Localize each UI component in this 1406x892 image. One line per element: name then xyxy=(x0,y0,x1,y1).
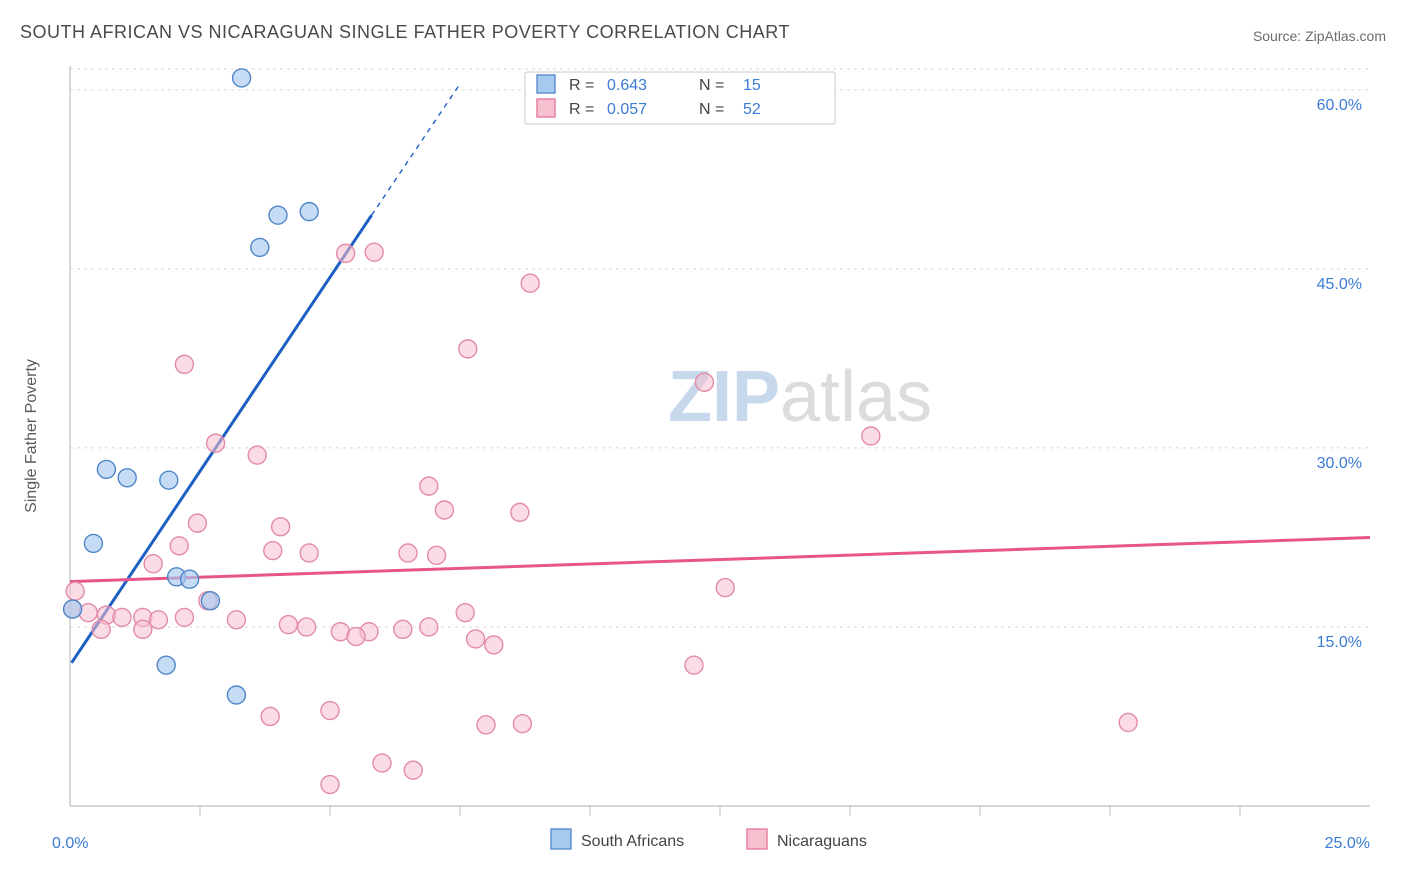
data-point-south-african xyxy=(84,534,102,552)
data-point-nicaraguan xyxy=(716,579,734,597)
data-point-nicaraguan xyxy=(695,373,713,391)
data-point-nicaraguan xyxy=(428,546,446,564)
data-point-nicaraguan xyxy=(485,636,503,654)
x-min-label: 0.0% xyxy=(52,835,88,852)
data-point-nicaraguan xyxy=(685,656,703,674)
legend-swatch xyxy=(537,75,555,93)
legend-r-value: 0.057 xyxy=(607,101,647,118)
chart-title: SOUTH AFRICAN VS NICARAGUAN SINGLE FATHE… xyxy=(20,22,790,43)
data-point-south-african xyxy=(269,206,287,224)
legend-r-label: R = xyxy=(569,77,594,94)
data-point-nicaraguan xyxy=(435,501,453,519)
legend-n-label: N = xyxy=(699,77,724,94)
legend-r-label: R = xyxy=(569,101,594,118)
legend-series-label: Nicaraguans xyxy=(777,833,867,850)
scatter-chart: ZIPatlas R = 0.643 N = 15 R = 0.057 N = 52 Sing… xyxy=(20,60,1386,872)
data-point-south-african xyxy=(157,656,175,674)
legend-n-value: 52 xyxy=(743,101,761,118)
data-point-south-african xyxy=(160,471,178,489)
data-point-nicaraguan xyxy=(347,628,365,646)
data-point-nicaraguan xyxy=(170,537,188,555)
series-legend: South Africans Nicaraguans xyxy=(551,829,867,850)
legend-r-value: 0.643 xyxy=(607,77,647,94)
data-point-nicaraguan xyxy=(272,518,290,536)
data-point-nicaraguan xyxy=(227,611,245,629)
legend-n-label: N = xyxy=(699,101,724,118)
y-axis-label: Single Father Poverty xyxy=(23,359,40,513)
data-point-nicaraguan xyxy=(459,340,477,358)
data-point-nicaraguan xyxy=(420,618,438,636)
watermark: ZIPatlas xyxy=(668,357,932,437)
data-point-nicaraguan xyxy=(394,620,412,638)
legend-swatch xyxy=(551,829,571,849)
data-point-south-african xyxy=(64,600,82,618)
x-max-label: 25.0% xyxy=(1325,835,1370,852)
data-point-south-african xyxy=(201,592,219,610)
data-point-nicaraguan xyxy=(298,618,316,636)
axes xyxy=(70,66,1370,816)
data-point-nicaraguan xyxy=(175,608,193,626)
data-point-nicaraguan xyxy=(149,611,167,629)
data-point-south-african xyxy=(118,469,136,487)
data-point-south-african xyxy=(233,69,251,87)
y-tick-label: 60.0% xyxy=(1317,97,1362,114)
y-tick-label: 30.0% xyxy=(1317,455,1362,472)
data-point-nicaraguan xyxy=(188,514,206,532)
data-point-nicaraguan xyxy=(513,715,531,733)
x-tick-labels: 0.0% 25.0% xyxy=(52,835,1370,852)
data-point-nicaraguan xyxy=(66,582,84,600)
legend-n-value: 15 xyxy=(743,77,761,94)
data-point-nicaraguan xyxy=(92,620,110,638)
data-point-nicaraguan xyxy=(261,707,279,725)
trend-line-nicaraguans xyxy=(70,537,1370,581)
legend-swatch xyxy=(747,829,767,849)
data-point-nicaraguan xyxy=(337,244,355,262)
chart-container: ZIPatlas R = 0.643 N = 15 R = 0.057 N = 52 Sing… xyxy=(20,60,1386,872)
data-point-nicaraguan xyxy=(321,776,339,794)
data-point-nicaraguan xyxy=(399,544,417,562)
data-point-south-african xyxy=(97,460,115,478)
scatter-points-nicaraguans xyxy=(64,243,1138,793)
data-point-nicaraguan xyxy=(321,702,339,720)
source-attribution: Source: ZipAtlas.com xyxy=(1253,28,1386,44)
trend-line-south-africans-extrapolated xyxy=(372,84,460,215)
data-point-nicaraguan xyxy=(1119,713,1137,731)
data-point-nicaraguan xyxy=(511,503,529,521)
legend-swatch xyxy=(537,99,555,117)
data-point-south-african xyxy=(251,238,269,256)
data-point-nicaraguan xyxy=(420,477,438,495)
data-point-nicaraguan xyxy=(300,544,318,562)
y-tick-labels: 15.0% 30.0% 45.0% 60.0% xyxy=(1317,97,1362,651)
data-point-nicaraguan xyxy=(113,608,131,626)
data-point-nicaraguan xyxy=(248,446,266,464)
data-point-nicaraguan xyxy=(144,555,162,573)
legend-series-label: South Africans xyxy=(581,833,684,850)
data-point-nicaraguan xyxy=(365,243,383,261)
data-point-nicaraguan xyxy=(207,434,225,452)
data-point-south-african xyxy=(300,203,318,221)
data-point-nicaraguan xyxy=(279,616,297,634)
data-point-nicaraguan xyxy=(134,620,152,638)
data-point-nicaraguan xyxy=(175,355,193,373)
data-point-nicaraguan xyxy=(467,630,485,648)
y-tick-label: 15.0% xyxy=(1317,634,1362,651)
data-point-nicaraguan xyxy=(373,754,391,772)
data-point-nicaraguan xyxy=(456,604,474,622)
data-point-south-african xyxy=(181,570,199,588)
data-point-south-african xyxy=(227,686,245,704)
data-point-nicaraguan xyxy=(862,427,880,445)
correlation-legend: R = 0.643 N = 15 R = 0.057 N = 52 xyxy=(525,72,835,124)
y-tick-label: 45.0% xyxy=(1317,276,1362,293)
data-point-nicaraguan xyxy=(404,761,422,779)
data-point-nicaraguan xyxy=(264,542,282,560)
data-point-nicaraguan xyxy=(521,274,539,292)
data-point-nicaraguan xyxy=(477,716,495,734)
